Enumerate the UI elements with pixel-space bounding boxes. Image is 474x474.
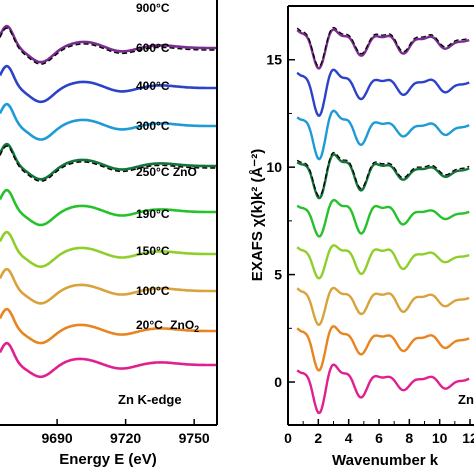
- xanes-curve: [0, 230, 217, 269]
- exafs-x-tick-label: 6: [375, 430, 383, 446]
- exafs-curve: [296, 325, 470, 372]
- xanes-series-labels: 20°C ZnO2 100°C 150°C 190°C 250°C ZnO 300°C 40…: [136, 1, 199, 334]
- xanes-x-tick-label: 9750: [179, 430, 210, 446]
- xanes-series-label: 250°C ZnO: [136, 165, 197, 179]
- xanes-curve: [0, 64, 217, 104]
- xanes-x-label: Energy E (eV): [59, 451, 157, 468]
- exafs-annotation: Zn: [458, 392, 474, 407]
- exafs-y-tick-label: 10: [266, 159, 282, 175]
- xanes-series-label: 190°C: [136, 207, 170, 221]
- xanes-x-tick-label: 9690: [42, 430, 73, 446]
- xanes-curve: [0, 188, 217, 227]
- exafs-x-tick-label: 10: [432, 430, 448, 446]
- exafs-fit-curve: [296, 26, 470, 68]
- xanes-x-tick-label: 9720: [110, 430, 141, 446]
- exafs-x-tick-label: 0: [284, 430, 292, 446]
- exafs-y-tick-label: 5: [274, 267, 282, 283]
- exafs-curve: [296, 286, 470, 327]
- xanes-series-label: 100°C: [136, 284, 170, 298]
- exafs-x-tick-label: 4: [345, 430, 353, 446]
- xanes-panel: 20°C ZnO2 100°C 150°C 190°C 250°C ZnO 300°C 40…: [0, 0, 218, 468]
- xanes-series-label-sub: 2: [194, 324, 199, 334]
- xanes-series-label: 900°C: [136, 1, 170, 15]
- xanes-curve: [0, 307, 217, 345]
- xanes-curve: [0, 341, 217, 379]
- exafs-x-tick-label: 12: [462, 430, 474, 446]
- xanes-curve: [0, 24, 217, 64]
- exafs-curve: [296, 244, 470, 280]
- exafs-y-tick-label: 0: [274, 374, 282, 390]
- exafs-x-tick-label: 2: [314, 430, 322, 446]
- xanes-fit-curve: [0, 145, 217, 183]
- exafs-ticks: 0 2 4 6 8 10 12 0 5 10 15: [266, 52, 474, 446]
- xanes-curve: [0, 142, 217, 181]
- xanes-series-label-suffix: ZnO: [170, 318, 194, 332]
- xanes-series-label: 300°C: [136, 119, 170, 133]
- exafs-curve: [296, 109, 470, 161]
- xanes-series-label: 600°C: [136, 41, 170, 55]
- xanes-fit-curve: [0, 27, 217, 65]
- exafs-curve: [296, 68, 470, 117]
- exafs-curve: [296, 153, 470, 200]
- exafs-panel: 0 2 4 6 8 10 12 0 5 10 15 Zn Wavenumber k EXAFS χ(…: [249, 5, 474, 469]
- exafs-curves: [296, 26, 470, 415]
- exafs-curve: [296, 198, 470, 238]
- xanes-curves: [0, 24, 217, 379]
- xanes-series-label: 150°C: [136, 244, 170, 258]
- xanes-curve: [0, 267, 217, 305]
- xanes-series-label: 400°C: [136, 79, 170, 93]
- exafs-x-tick-label: 8: [405, 430, 413, 446]
- exafs-x-label: Wavenumber k: [332, 452, 439, 469]
- exafs-fit-curve: [296, 151, 470, 197]
- xanes-series-label: 20°C ZnO2: [136, 318, 199, 334]
- exafs-y-tick-label: 15: [266, 52, 282, 68]
- xanes-annotation: Zn K-edge: [118, 392, 182, 407]
- exafs-y-label: EXAFS χ(k)k² (Å⁻²): [249, 149, 266, 281]
- xanes-curve: [0, 102, 217, 141]
- xanes-x-ticks: 9690 9720 9750: [42, 419, 210, 446]
- exafs-curve: [296, 363, 470, 415]
